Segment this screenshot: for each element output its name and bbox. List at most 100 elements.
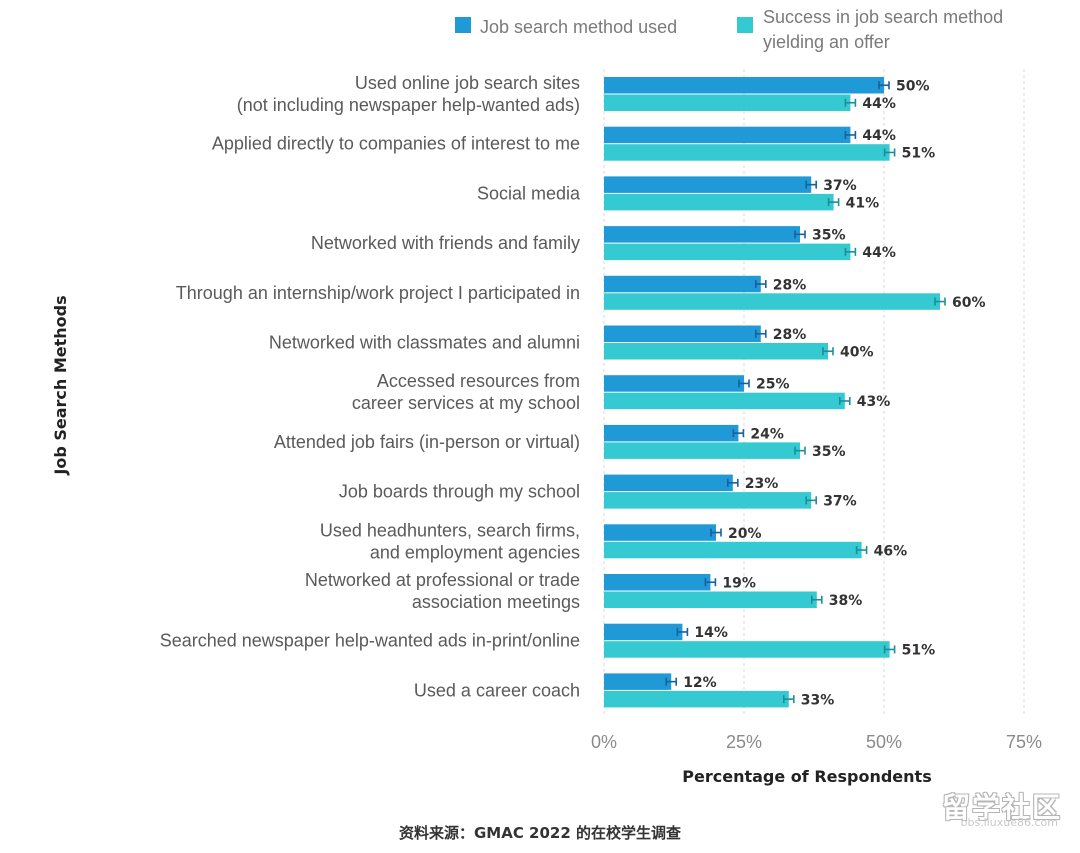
error-bar <box>883 148 896 157</box>
bar-success-offer <box>604 243 851 261</box>
error-bar <box>794 230 806 239</box>
category-label: Social media <box>477 183 581 203</box>
legend-swatch-used <box>455 17 471 33</box>
watermark-logo: 留学社区 bbs.liuxue86.com <box>914 786 1062 829</box>
x-tick-label: 50% <box>866 732 902 752</box>
bar-success-offer <box>604 690 789 708</box>
bar-method-used <box>604 524 716 541</box>
source-caption: 资料来源：GMAC 2022 的在校学生调查 <box>398 824 682 842</box>
bar-method-used <box>604 673 672 690</box>
y-axis-title: Job Search Methods <box>51 295 70 475</box>
category-label: and employment agencies <box>370 542 580 562</box>
data-label: 23% <box>745 476 779 492</box>
data-label: 28% <box>773 277 807 293</box>
legend-swatch-success <box>737 17 753 33</box>
bar-method-used <box>604 474 733 492</box>
data-label: 12% <box>683 675 717 691</box>
data-label: 51% <box>902 643 936 659</box>
error-bar <box>805 180 818 189</box>
legend-label-success-line2: yielding an offer <box>763 32 890 52</box>
error-bar <box>754 280 767 289</box>
data-label: 14% <box>694 625 728 641</box>
category-label: Job boards through my school <box>339 482 580 502</box>
category-label: Used headhunters, search firms, <box>320 520 580 540</box>
error-bar <box>754 329 767 338</box>
category-label: Through an internship/work project I par… <box>176 283 580 303</box>
bar-method-used <box>604 325 761 342</box>
x-tick-label: 25% <box>726 732 762 752</box>
bar-success-offer <box>604 492 812 509</box>
bar-method-used <box>604 226 800 243</box>
data-label: 38% <box>829 593 863 609</box>
error-bar <box>844 130 857 139</box>
bar-success-offer <box>604 94 851 111</box>
error-bar <box>794 446 806 455</box>
bar-success-offer <box>604 293 940 310</box>
x-axis-ticks: 0% 25% 50% 75% <box>591 732 1042 752</box>
legend: Job search method used Success in job se… <box>455 7 1003 52</box>
error-bar <box>805 496 818 505</box>
data-label: 37% <box>823 494 857 510</box>
data-label: 44% <box>862 128 896 144</box>
category-label: Attended job fairs (in-person or virtual… <box>274 432 580 452</box>
bar-success-offer <box>604 392 845 410</box>
category-label: (not including newspaper help-wanted ads… <box>237 95 580 115</box>
error-bar <box>934 297 946 306</box>
error-bar <box>710 528 722 537</box>
bar-success-offer <box>604 591 817 608</box>
data-label: 24% <box>750 426 784 442</box>
error-bar <box>883 645 896 654</box>
error-bar <box>827 198 840 207</box>
error-bar <box>704 578 717 587</box>
error-bar <box>676 627 689 636</box>
error-bar <box>732 429 745 438</box>
bar-success-offer <box>604 442 800 459</box>
x-tick-label: 75% <box>1006 732 1042 752</box>
category-label: Applied directly to companies of interes… <box>212 134 580 154</box>
legend-label-used: Job search method used <box>480 17 677 37</box>
data-label: 46% <box>874 543 908 559</box>
category-label: association meetings <box>412 592 580 612</box>
data-label: 35% <box>812 228 846 244</box>
category-label: Used a career coach <box>414 680 580 700</box>
error-bar <box>844 98 857 107</box>
bar-method-used <box>604 176 812 193</box>
data-label: 43% <box>857 394 891 410</box>
category-label: career services at my school <box>352 393 580 413</box>
data-label: 40% <box>840 345 874 361</box>
error-bar <box>822 347 834 356</box>
bar-success-offer <box>604 343 828 360</box>
bar-method-used <box>604 275 761 293</box>
bar-success-offer <box>604 541 862 559</box>
value-labels: 50%44%44%51%37%41%35%44%28%60%28%40%25%4… <box>683 79 985 709</box>
data-label: 25% <box>756 377 790 393</box>
bar-method-used <box>604 574 711 591</box>
category-label: Networked with classmates and alumni <box>269 333 580 353</box>
x-axis-title: Percentage of Respondents <box>682 767 931 786</box>
watermark-text: 留学社区 <box>941 791 1062 824</box>
error-bar <box>855 546 868 555</box>
category-label: Networked at professional or trade <box>305 570 580 590</box>
legend-label-success-line1: Success in job search method <box>763 7 1003 27</box>
data-label: 60% <box>952 295 986 311</box>
error-bar <box>838 396 851 405</box>
error-bar <box>782 695 795 704</box>
error-bar <box>878 81 890 90</box>
category-label: Used online job search sites <box>355 73 580 93</box>
data-label: 37% <box>823 178 857 194</box>
data-label: 20% <box>728 526 762 542</box>
bars <box>604 77 946 708</box>
bar-method-used <box>604 623 683 641</box>
error-bar <box>738 379 750 388</box>
error-bar <box>844 247 857 256</box>
data-label: 35% <box>812 444 846 460</box>
x-tick-label: 0% <box>591 732 617 752</box>
error-bar <box>726 478 739 487</box>
error-bar <box>665 677 678 686</box>
data-label: 41% <box>846 195 880 211</box>
bar-method-used <box>604 77 884 94</box>
bar-method-used <box>604 126 851 144</box>
data-label: 19% <box>722 576 756 592</box>
data-label: 44% <box>862 245 896 261</box>
